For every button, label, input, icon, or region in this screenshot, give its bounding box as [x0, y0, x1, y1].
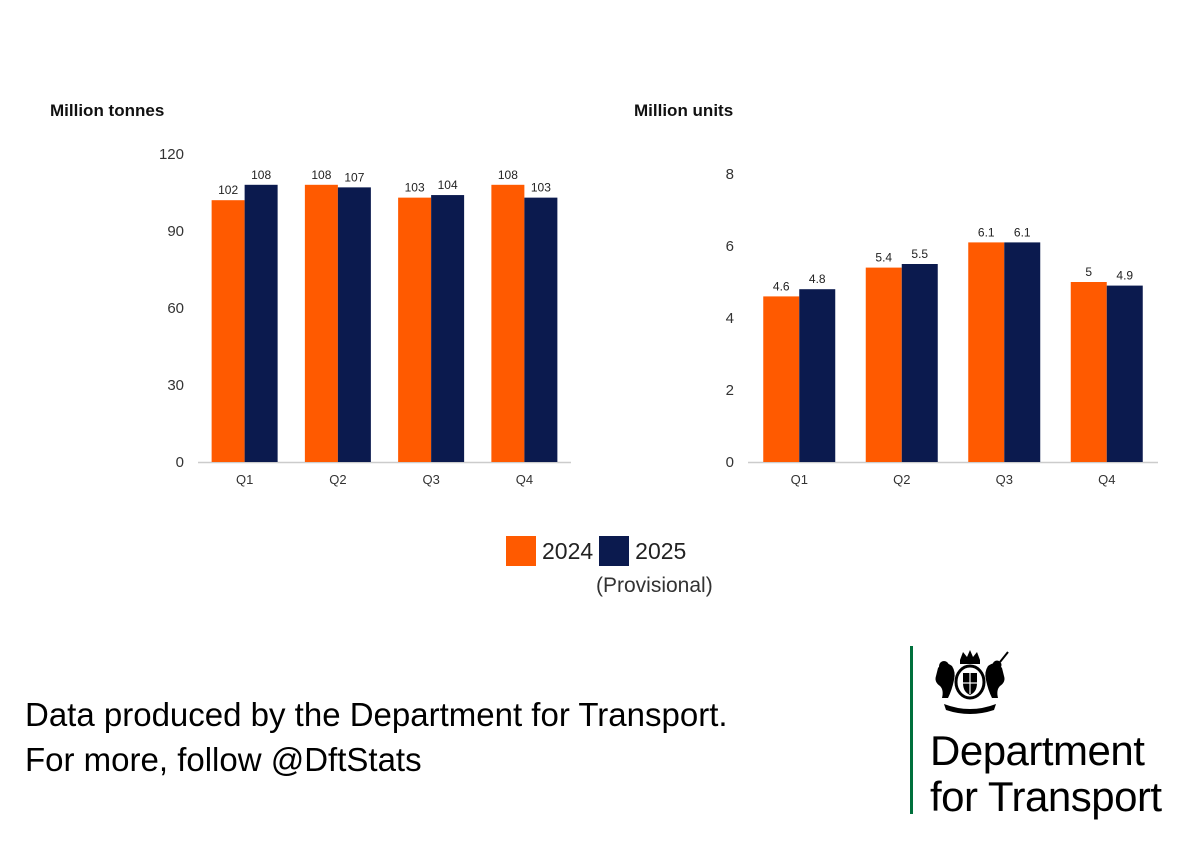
bar-2025-Q4	[1106, 285, 1143, 462]
chart-freight-tonnes: Million tonnes 0 30 60 90 120 Q1 102 108 Q2 108 107…	[50, 101, 571, 487]
x-tick-label: Q1	[236, 472, 253, 487]
data-label: 104	[438, 178, 458, 192]
bar-2024-Q3	[968, 242, 1005, 462]
data-label: 4.9	[1116, 269, 1133, 283]
legend-note: (Provisional)	[596, 574, 713, 597]
department-name-line-1: Department	[930, 727, 1145, 774]
y-axis-title: Million tonnes	[50, 101, 164, 120]
data-label: 5	[1085, 265, 1092, 279]
data-label: 108	[311, 168, 331, 182]
bar-2024-Q1	[763, 296, 800, 462]
royal-crest-icon	[935, 650, 1009, 714]
legend-label-2025: 2025	[635, 537, 687, 564]
bar-2024-Q4	[491, 184, 525, 463]
x-tick-label: Q3	[996, 472, 1013, 487]
y-tick-label: 30	[167, 377, 184, 394]
bar-2025-Q1	[244, 184, 278, 463]
data-label: 4.8	[809, 272, 826, 286]
brand-divider	[910, 646, 913, 814]
data-label: 103	[531, 181, 551, 195]
y-tick-label: 2	[726, 382, 734, 399]
footer-line-1: Data produced by the Department for Tran…	[25, 696, 728, 733]
bar-2025-Q3	[431, 195, 465, 463]
y-tick-label: 0	[726, 454, 734, 471]
legend-label-2024: 2024	[542, 537, 594, 564]
data-label: 108	[251, 168, 271, 182]
x-tick-label: Q4	[516, 472, 533, 487]
legend-swatch-2024	[506, 536, 536, 566]
bar-2025-Q4	[524, 197, 558, 462]
data-label: 6.1	[1014, 225, 1031, 239]
chart-units: Million units 0 2 4 6 8 Q1 4.6 4.8 Q2 5.4 5.5 Q3 6.1 6…	[634, 101, 1158, 487]
bar-2024-Q4	[1070, 282, 1107, 462]
legend-swatch-2025	[599, 536, 630, 566]
x-tick-label: Q1	[791, 472, 808, 487]
department-name-line-2: for Transport	[930, 773, 1162, 820]
y-tick-label: 90	[167, 223, 184, 240]
department-name: Department for Transport	[930, 728, 1162, 820]
y-axis-title: Million units	[634, 101, 733, 120]
y-tick-label: 120	[159, 146, 184, 163]
data-label: 107	[344, 170, 364, 184]
footer-credit: Data produced by the Department for Tran…	[25, 692, 728, 782]
bar-2025-Q2	[901, 264, 938, 462]
legend: 2024 2025 (Provisional)	[506, 536, 713, 597]
x-tick-label: Q4	[1098, 472, 1115, 487]
data-label: 6.1	[978, 225, 995, 239]
x-tick-label: Q2	[329, 472, 346, 487]
data-label: 5.4	[875, 251, 892, 265]
bar-2024-Q2	[865, 267, 902, 462]
y-tick-label: 0	[176, 454, 184, 471]
y-tick-label: 60	[167, 300, 184, 317]
data-label: 4.6	[773, 279, 790, 293]
bar-2025-Q3	[1004, 242, 1041, 462]
data-label: 5.5	[911, 247, 928, 261]
bar-2024-Q3	[398, 197, 432, 462]
bar-2025-Q1	[799, 289, 836, 462]
x-tick-label: Q3	[422, 472, 439, 487]
bar-2025-Q2	[337, 187, 371, 462]
bar-2024-Q1	[211, 200, 245, 462]
bar-2024-Q2	[304, 184, 338, 463]
data-label: 103	[405, 181, 425, 195]
y-tick-label: 8	[726, 166, 734, 183]
data-label: 108	[498, 168, 518, 182]
footer-line-2: For more, follow @DftStats	[25, 741, 422, 778]
x-tick-label: Q2	[893, 472, 910, 487]
y-tick-label: 4	[726, 310, 734, 327]
data-label: 102	[218, 183, 238, 197]
y-tick-label: 6	[726, 238, 734, 255]
